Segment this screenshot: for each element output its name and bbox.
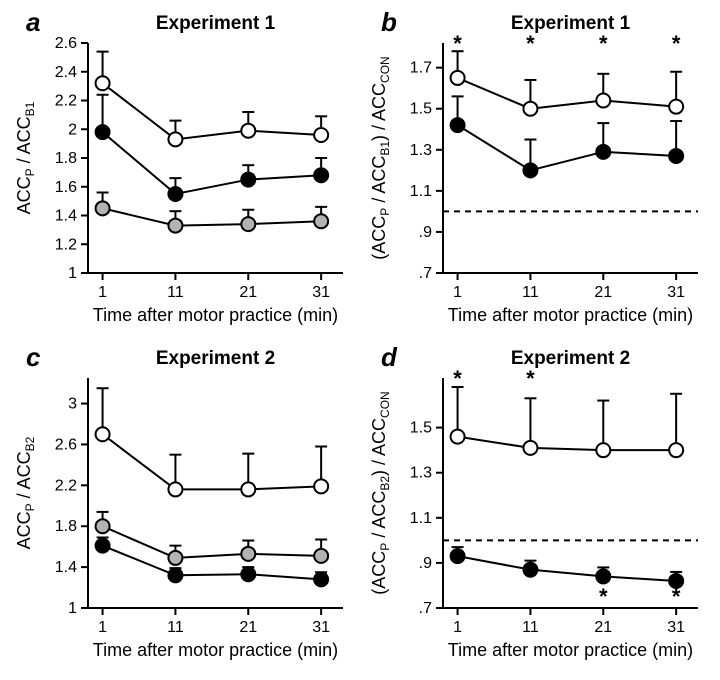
svg-text:1.8: 1.8 [55,518,77,535]
svg-text:2.4: 2.4 [55,64,77,81]
svg-text:(ACCP / ACCB2) / ACCCON: (ACCP / ACCB2) / ACCCON [369,391,392,594]
svg-text:d: d [381,342,398,372]
panel-c: cExperiment 211.41.82.22.631112131Time a… [10,340,355,670]
svg-text:1: 1 [453,284,462,301]
svg-text:1: 1 [98,619,107,636]
svg-text:11: 11 [167,284,184,301]
svg-text:*: * [526,31,535,56]
svg-text:.9: .9 [419,555,432,572]
svg-text:1.3: 1.3 [410,465,432,482]
svg-text:21: 21 [239,284,257,301]
svg-text:2.2: 2.2 [55,93,77,110]
svg-text:Experiment 2: Experiment 2 [156,348,275,369]
svg-text:*: * [672,584,681,609]
svg-text:b: b [381,7,397,37]
svg-text:ACCP / ACCB1: ACCP / ACCB1 [14,101,37,214]
svg-text:.9: .9 [419,224,432,241]
svg-text:1.5: 1.5 [410,420,432,437]
svg-text:*: * [599,31,608,56]
svg-text:2.6: 2.6 [55,35,77,52]
svg-text:3: 3 [68,396,77,413]
svg-text:1.3: 1.3 [410,142,432,159]
svg-text:*: * [526,366,535,391]
svg-text:1: 1 [453,619,462,636]
svg-text:Time after motor practice (min: Time after motor practice (min) [448,305,693,325]
svg-text:*: * [672,31,681,56]
svg-text:1: 1 [68,600,77,617]
svg-text:Experiment 1: Experiment 1 [156,13,276,34]
svg-text:Time after motor practice (min: Time after motor practice (min) [448,640,693,660]
figure: aExperiment 111.21.41.61.822.22.42.61112… [0,0,720,680]
svg-text:a: a [26,7,40,37]
svg-text:*: * [453,31,462,56]
svg-text:11: 11 [522,284,539,301]
svg-text:1.2: 1.2 [55,236,77,253]
panel-a: aExperiment 111.21.41.61.822.22.42.61112… [10,5,355,335]
svg-text:31: 31 [312,284,330,301]
svg-text:*: * [599,584,608,609]
svg-text:21: 21 [239,619,257,636]
svg-text:11: 11 [522,619,539,636]
panel-b: bExperiment 1.7.91.11.31.51.71112131Time… [365,5,710,335]
svg-text:21: 21 [594,284,612,301]
svg-text:1.4: 1.4 [55,559,77,576]
svg-text:Time after motor practice (min: Time after motor practice (min) [93,305,338,325]
svg-text:1: 1 [98,284,107,301]
svg-text:31: 31 [312,619,330,636]
svg-text:1: 1 [68,265,77,282]
svg-text:2: 2 [68,121,77,138]
svg-text:ACCP / ACCB2: ACCP / ACCB2 [14,436,37,549]
svg-text:1.8: 1.8 [55,150,77,167]
svg-text:1.5: 1.5 [410,101,432,118]
svg-text:c: c [26,342,41,372]
svg-text:Time after motor practice (min: Time after motor practice (min) [93,640,338,660]
panel-d: dExperiment 2.7.91.11.31.51112131Time af… [365,340,710,670]
svg-text:1.1: 1.1 [410,510,432,527]
svg-text:21: 21 [594,619,612,636]
svg-text:2.6: 2.6 [55,436,77,453]
svg-text:31: 31 [667,284,685,301]
svg-text:1.4: 1.4 [55,208,77,225]
svg-text:1.1: 1.1 [410,183,432,200]
svg-text:2.2: 2.2 [55,477,77,494]
svg-text:31: 31 [667,619,685,636]
svg-text:.7: .7 [419,600,432,617]
svg-text:.7: .7 [419,265,432,282]
svg-text:1.7: 1.7 [410,60,432,77]
svg-text:1.6: 1.6 [55,179,77,196]
svg-text:(ACCP / ACCB1) / ACCCON: (ACCP / ACCB1) / ACCCON [369,56,392,259]
svg-text:11: 11 [167,619,184,636]
svg-text:*: * [453,366,462,391]
